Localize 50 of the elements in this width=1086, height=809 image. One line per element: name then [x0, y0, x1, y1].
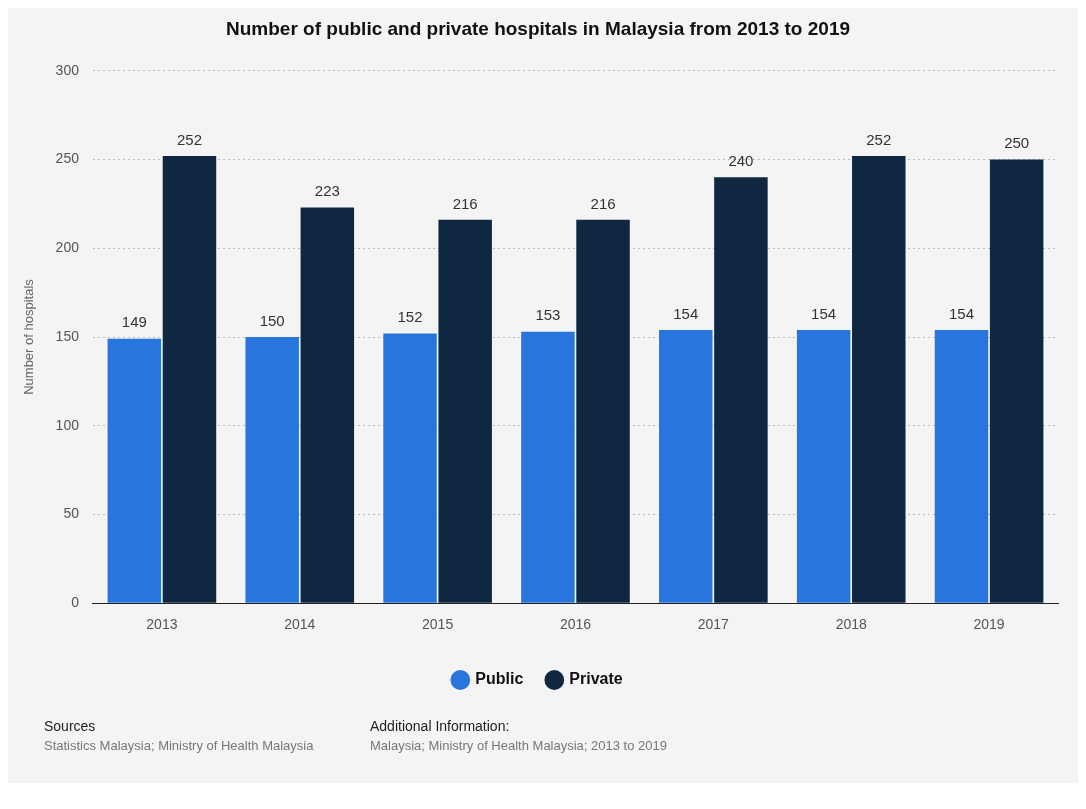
data-label: 149 — [121, 313, 147, 331]
bar — [934, 329, 989, 603]
bar — [852, 155, 906, 603]
y-tick-label: 150 — [55, 327, 80, 344]
data-label: 154 — [811, 304, 837, 322]
data-label: 216 — [452, 194, 478, 212]
bar — [576, 219, 630, 603]
bar — [245, 337, 299, 603]
data-label: 216 — [590, 194, 616, 212]
data-label: 223 — [314, 182, 340, 200]
data-label: 154 — [948, 304, 975, 322]
x-tick-label: 2017 — [697, 616, 730, 633]
data-label: 150 — [259, 311, 285, 329]
y-tick-label: 0 — [71, 594, 80, 611]
y-tick-label: 250 — [55, 150, 80, 167]
text: Statistics Malaysia; Ministry of Health Malaysia — [44, 738, 315, 753]
bar — [107, 338, 162, 603]
bar — [714, 177, 768, 603]
x-tick-label: 2013 — [146, 616, 178, 633]
x-tick-label: 2019 — [973, 616, 1005, 633]
x-tick-label: 2018 — [835, 616, 867, 633]
bar — [659, 329, 713, 603]
y-axis-title: Number of hospitals — [21, 278, 37, 395]
data-label: 250 — [1004, 134, 1030, 152]
x-tick-label: 2015 — [422, 616, 454, 633]
bar — [989, 159, 1044, 603]
data-label: 252 — [176, 130, 202, 148]
bar — [300, 207, 355, 603]
data-label: 152 — [397, 308, 423, 326]
y-tick-label: 300 — [55, 61, 80, 78]
y-tick-label: 100 — [55, 416, 80, 433]
data-label: 240 — [728, 151, 754, 169]
data-label: 153 — [535, 306, 561, 324]
chart-title: Number of public and private hospitals in Malaysia from 2013 to 2019 — [225, 17, 851, 39]
data-label: 252 — [866, 130, 892, 148]
x-tick-label: 2014 — [284, 616, 316, 633]
text: Sources — [44, 718, 97, 734]
legend-label: Public — [475, 670, 524, 688]
text: Malaysia; Ministry of Health Malaysia; 2013 to 2019 — [370, 738, 668, 753]
data-label: 154 — [673, 304, 699, 322]
bar — [521, 331, 575, 603]
bar — [162, 155, 217, 603]
text: Additional Information: — [370, 718, 511, 734]
legend-label: Private — [569, 670, 623, 688]
bar — [796, 329, 851, 603]
bar — [383, 333, 437, 603]
x-tick-label: 2016 — [559, 616, 592, 633]
y-tick-label: 50 — [63, 505, 80, 522]
bar — [438, 219, 492, 603]
y-tick-label: 200 — [55, 239, 80, 256]
